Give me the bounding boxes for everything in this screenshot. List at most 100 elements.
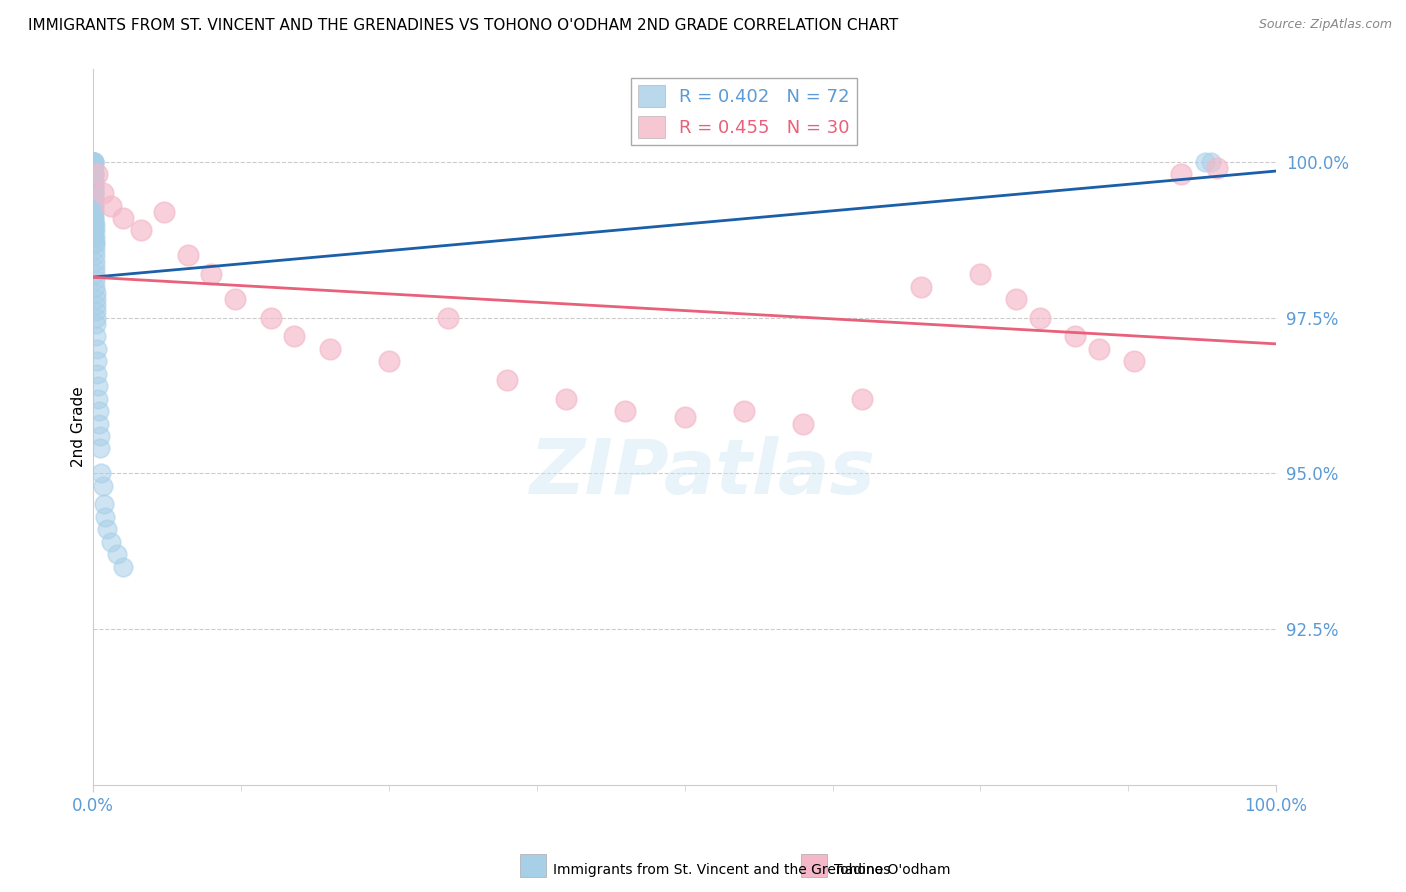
Point <box>673 410 696 425</box>
Point <box>84 254 107 268</box>
Point <box>83 192 105 206</box>
Point <box>83 223 105 237</box>
Point <box>84 304 107 318</box>
Text: Source: ZipAtlas.com: Source: ZipAtlas.com <box>1258 18 1392 31</box>
Point <box>378 354 401 368</box>
Point <box>496 373 519 387</box>
Point <box>86 342 108 356</box>
Point <box>87 404 110 418</box>
Point <box>129 223 152 237</box>
Point <box>83 168 105 182</box>
Point <box>83 242 105 256</box>
Point <box>82 161 104 176</box>
Point <box>82 155 104 169</box>
Point <box>1064 329 1087 343</box>
Point <box>83 173 105 187</box>
Point <box>1028 310 1050 325</box>
Point <box>82 155 104 169</box>
Point <box>83 198 105 212</box>
Point <box>851 392 873 406</box>
Point <box>83 217 105 231</box>
Point <box>84 285 107 300</box>
Point <box>84 279 107 293</box>
Point <box>83 229 105 244</box>
Point <box>1194 155 1216 169</box>
Point <box>83 204 105 219</box>
Point <box>83 248 105 262</box>
Point <box>83 235 105 250</box>
Point <box>87 417 110 431</box>
Point <box>84 298 107 312</box>
Point <box>792 417 814 431</box>
Point <box>83 155 105 169</box>
Point <box>91 186 114 200</box>
Point <box>86 379 108 393</box>
Point <box>733 404 755 418</box>
Point <box>1170 168 1192 182</box>
Point <box>82 168 104 182</box>
Text: Tohono O'odham: Tohono O'odham <box>834 863 950 877</box>
Point <box>259 310 281 325</box>
Point <box>83 211 105 225</box>
Point <box>83 186 105 200</box>
Point <box>1206 161 1229 176</box>
Point <box>910 279 932 293</box>
Point <box>153 204 176 219</box>
Point <box>84 260 107 275</box>
Point <box>969 267 991 281</box>
Point <box>283 329 305 343</box>
Point <box>83 192 105 206</box>
Point <box>83 217 105 231</box>
Point <box>91 479 114 493</box>
Point <box>82 155 104 169</box>
Point <box>224 292 246 306</box>
Text: IMMIGRANTS FROM ST. VINCENT AND THE GRENADINES VS TOHONO O'ODHAM 2ND GRADE CORRE: IMMIGRANTS FROM ST. VINCENT AND THE GREN… <box>28 18 898 33</box>
Point <box>84 317 107 331</box>
Point <box>83 223 105 237</box>
Point <box>83 168 105 182</box>
Point <box>84 292 107 306</box>
Point <box>1123 354 1146 368</box>
Text: Immigrants from St. Vincent and the Grenadines: Immigrants from St. Vincent and the Gren… <box>553 863 890 877</box>
Point <box>84 273 107 287</box>
Point <box>86 354 108 368</box>
Point <box>1087 342 1109 356</box>
Point <box>82 173 104 187</box>
Point <box>84 267 107 281</box>
Point <box>1005 292 1028 306</box>
Point <box>614 404 637 418</box>
Text: ZIPatlas: ZIPatlas <box>530 436 876 509</box>
Point <box>84 235 107 250</box>
Point <box>93 498 115 512</box>
Point <box>83 155 105 169</box>
Point <box>86 329 108 343</box>
Point <box>437 310 460 325</box>
Point <box>83 192 105 206</box>
Point <box>96 522 118 536</box>
Point <box>83 198 105 212</box>
Point <box>100 534 122 549</box>
Point <box>90 467 112 481</box>
Point <box>83 229 105 244</box>
Y-axis label: 2nd Grade: 2nd Grade <box>72 386 86 467</box>
Point <box>94 510 117 524</box>
Point <box>111 211 134 225</box>
Point <box>89 429 111 443</box>
Point <box>83 179 105 194</box>
Legend: R = 0.402   N = 72, R = 0.455   N = 30: R = 0.402 N = 72, R = 0.455 N = 30 <box>630 78 858 145</box>
Point <box>83 186 105 200</box>
Point <box>111 559 134 574</box>
Point <box>177 248 200 262</box>
Point <box>100 198 122 212</box>
Point <box>83 155 105 169</box>
Point <box>83 168 105 182</box>
Point <box>200 267 222 281</box>
Point <box>83 179 105 194</box>
Point <box>86 367 108 381</box>
Point <box>84 310 107 325</box>
Point <box>89 442 111 456</box>
Point <box>1199 155 1222 169</box>
Point <box>83 186 105 200</box>
Point <box>83 211 105 225</box>
Point <box>83 179 105 194</box>
